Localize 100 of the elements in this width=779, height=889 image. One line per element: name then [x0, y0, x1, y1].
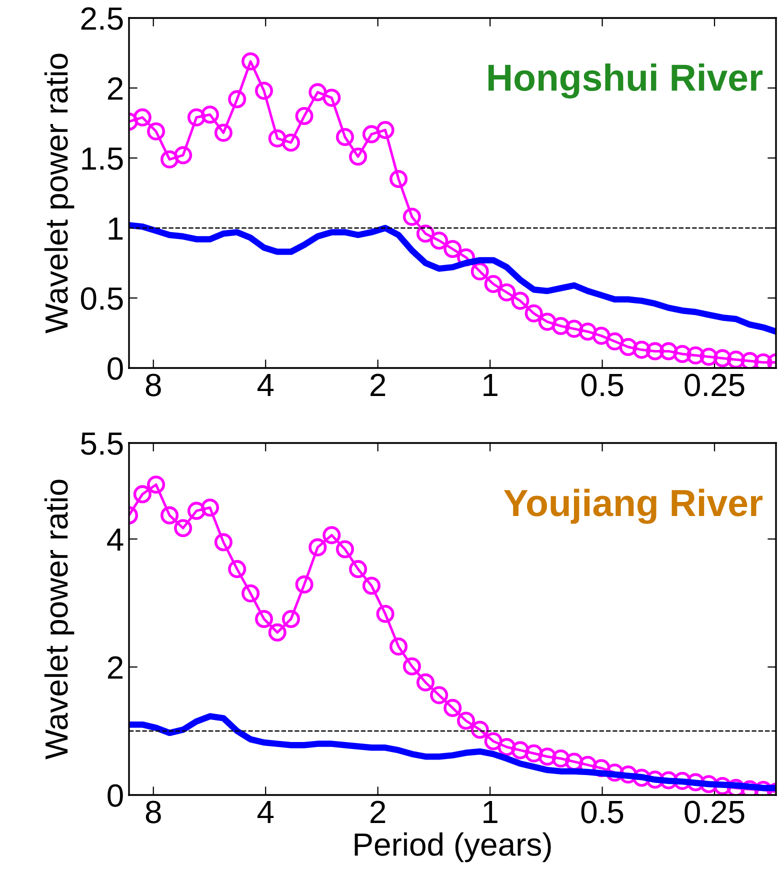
point	[228, 560, 246, 578]
x-tick-label: 4	[257, 374, 274, 396]
x-tick-label: 4	[257, 801, 274, 824]
point	[632, 340, 651, 359]
point	[214, 533, 232, 552]
point	[160, 506, 179, 524]
point	[538, 748, 556, 766]
y-tick-label: 0.5	[80, 287, 123, 310]
point	[336, 128, 354, 146]
point	[565, 320, 584, 338]
point	[282, 134, 300, 152]
point	[147, 476, 166, 494]
point	[686, 346, 705, 364]
point	[295, 575, 314, 594]
point	[228, 90, 246, 108]
point	[444, 240, 462, 258]
text: Hongshui River	[488, 63, 763, 99]
x-tick-label: 2	[370, 800, 386, 824]
point	[349, 148, 368, 166]
point	[376, 604, 394, 623]
point	[511, 292, 530, 310]
y-tick-label: 2	[108, 77, 123, 100]
point	[498, 738, 516, 756]
point	[390, 637, 408, 656]
point	[456, 712, 476, 730]
text: Youjiang River	[504, 488, 763, 524]
point	[282, 610, 300, 628]
x-tick-label: 0.5	[581, 374, 624, 396]
point	[133, 108, 152, 126]
point	[214, 124, 232, 142]
x-tick-label: 2	[370, 374, 386, 396]
y-tick-label: 5.5	[81, 432, 123, 455]
point	[726, 350, 745, 368]
y-tick-label: 2.5	[81, 7, 123, 30]
y-tick-label: 0	[108, 784, 123, 807]
point	[254, 610, 274, 628]
point	[362, 576, 381, 595]
x-tick-label: 1	[484, 374, 498, 396]
point	[524, 304, 543, 322]
point	[336, 540, 354, 558]
point	[592, 326, 610, 345]
point	[498, 283, 516, 302]
point	[538, 312, 556, 331]
x-axis-title: Period (years)	[354, 832, 551, 862]
point	[416, 224, 435, 243]
x-tick-label: 8	[146, 374, 161, 396]
point	[242, 52, 260, 70]
point	[362, 125, 381, 144]
point	[470, 262, 489, 280]
point	[174, 146, 192, 164]
point	[484, 732, 502, 750]
point	[376, 120, 394, 140]
point	[430, 686, 448, 704]
point	[402, 657, 421, 676]
x-tick-label: 8	[146, 800, 161, 824]
y-tick-label: 1.5	[82, 148, 123, 170]
point	[552, 749, 570, 768]
point	[187, 108, 206, 126]
y-tick-label: 2	[108, 656, 123, 679]
y-axis-title: Wavelet power ratio	[44, 480, 74, 760]
point	[646, 342, 664, 360]
point	[133, 485, 152, 504]
point	[606, 332, 624, 350]
point	[242, 584, 260, 602]
x-tick-label: 0.25	[684, 374, 744, 396]
y-tick-label: 1	[108, 218, 123, 240]
point	[295, 106, 314, 126]
point	[308, 538, 327, 556]
point	[416, 673, 435, 692]
point	[390, 170, 408, 188]
point	[700, 348, 718, 366]
point	[552, 316, 570, 336]
point	[187, 502, 206, 520]
point	[402, 208, 421, 226]
point	[308, 83, 327, 102]
point	[578, 322, 597, 341]
point	[268, 129, 286, 148]
point	[484, 274, 502, 294]
x-tick-label: 0.5	[581, 800, 624, 824]
y-axis-title: Wavelet power ratio	[44, 54, 74, 334]
point	[713, 349, 732, 368]
x-tick-label: 1	[484, 801, 498, 824]
point	[619, 338, 638, 356]
point	[660, 342, 678, 360]
point	[147, 122, 166, 140]
point	[200, 498, 220, 517]
point	[349, 560, 368, 578]
point	[430, 232, 448, 250]
point	[268, 623, 286, 642]
y-tick-label: 4	[107, 528, 124, 551]
x-tick-label: 0.25	[684, 800, 744, 824]
point	[160, 150, 179, 168]
point	[254, 82, 274, 100]
y-tick-label: 0	[108, 357, 123, 380]
point	[470, 720, 489, 739]
point	[511, 741, 530, 760]
point	[200, 106, 220, 124]
point	[444, 698, 462, 717]
point	[524, 744, 543, 762]
point	[740, 352, 759, 368]
